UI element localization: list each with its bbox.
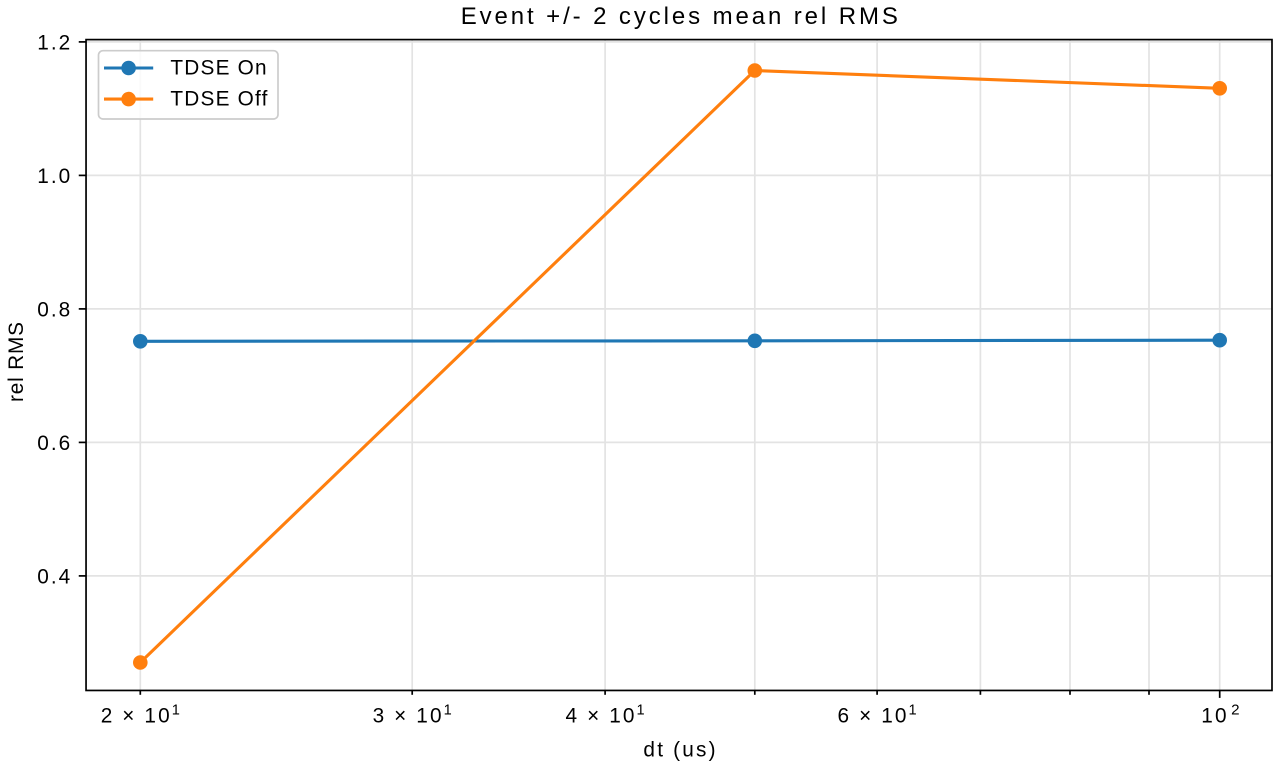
svg-text:1.2: 1.2 (37, 31, 72, 54)
svg-text:rel RMS: rel RMS (5, 321, 28, 402)
svg-text:0.6: 0.6 (37, 432, 72, 455)
svg-text:0.4: 0.4 (37, 565, 72, 588)
svg-text:4 × 101: 4 × 101 (566, 702, 647, 727)
svg-text:6 × 101: 6 × 101 (838, 702, 919, 727)
svg-text:1.0: 1.0 (37, 165, 72, 188)
svg-text:TDSE On: TDSE On (170, 57, 267, 80)
svg-text:Event +/- 2 cycles mean rel RM: Event +/- 2 cycles mean rel RMS (461, 3, 901, 30)
svg-text:2 × 101: 2 × 101 (101, 702, 182, 727)
svg-text:3 × 101: 3 × 101 (373, 702, 454, 727)
svg-text:TDSE Off: TDSE Off (170, 88, 268, 111)
svg-text:0.8: 0.8 (37, 298, 72, 321)
svg-text:dt (us): dt (us) (643, 739, 717, 762)
